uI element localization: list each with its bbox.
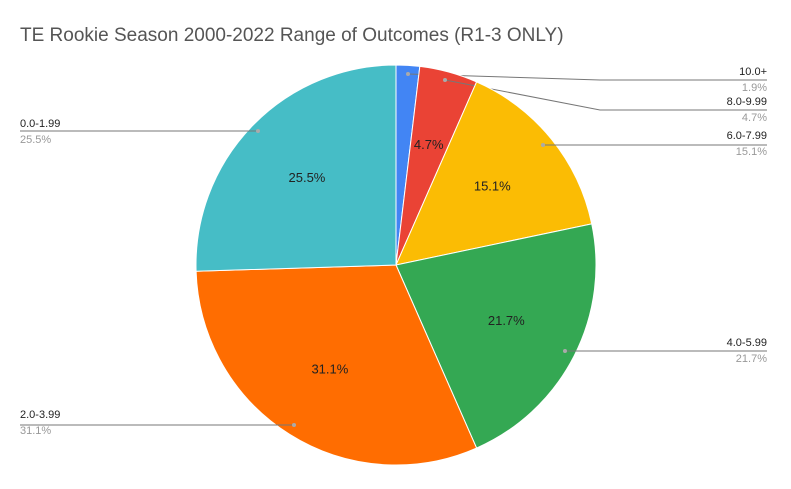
legend-value: 15.1% <box>736 146 767 158</box>
legend-label: 0.0-1.99 <box>20 118 60 130</box>
slice-label: 15.1% <box>474 178 511 193</box>
leader-dot <box>443 78 447 82</box>
legend-label: 8.0-9.99 <box>727 96 767 108</box>
pie-slice <box>395 81 593 266</box>
legend-label: 10.0+ <box>739 66 767 78</box>
legend-value: 1.9% <box>742 82 767 94</box>
legend-label: 4.0-5.99 <box>727 337 767 349</box>
leader-dot <box>406 72 410 76</box>
leader-dot <box>292 423 296 427</box>
chart-title: TE Rookie Season 2000-2022 Range of Outc… <box>20 25 564 46</box>
legend-label: 2.0-3.99 <box>20 409 60 421</box>
pie-slice <box>195 64 397 272</box>
legend-value: 21.7% <box>736 353 767 365</box>
leader-line <box>407 73 767 81</box>
slice-label: 31.1% <box>311 361 348 376</box>
leader-dot <box>541 143 545 147</box>
slice-label: 4.7% <box>414 137 444 152</box>
slice-label: 25.5% <box>289 170 326 185</box>
legend-value: 4.7% <box>742 112 767 124</box>
pie-slice <box>395 223 597 449</box>
slice-label: 21.7% <box>488 313 525 328</box>
legend-value: 31.1% <box>20 425 51 437</box>
leader-line <box>444 79 767 111</box>
legend-value: 25.5% <box>20 134 51 146</box>
leader-dot <box>563 349 567 353</box>
leader-dot <box>256 129 260 133</box>
legend-label: 6.0-7.99 <box>727 130 767 142</box>
pie-slice <box>195 264 478 466</box>
